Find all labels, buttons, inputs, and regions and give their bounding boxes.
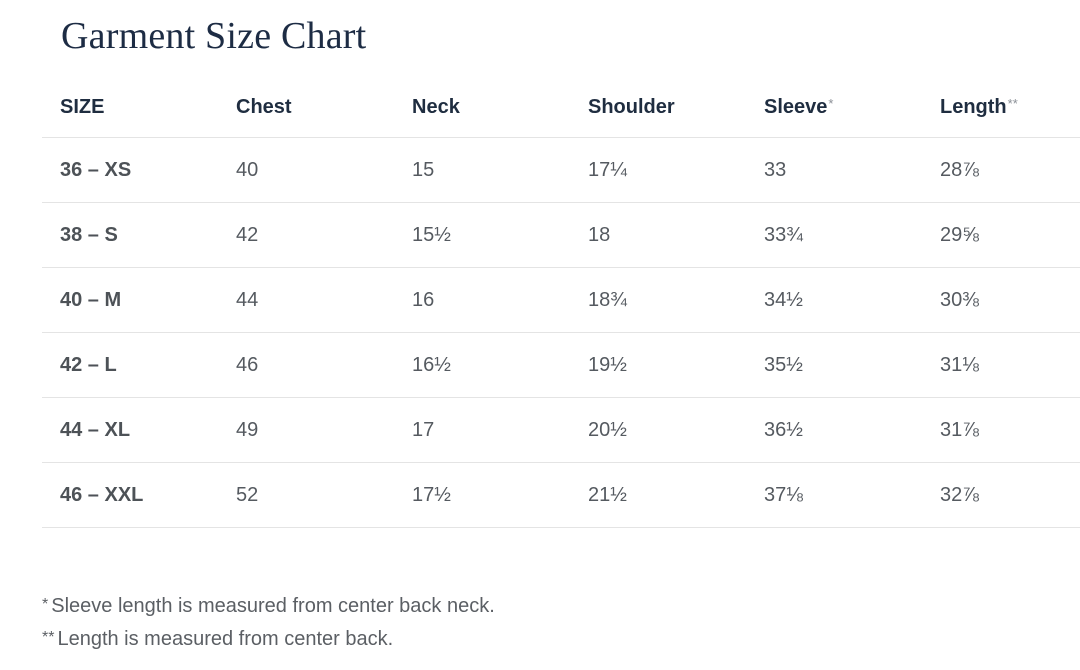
length-cell: 32⅞ — [922, 462, 1080, 528]
neck-cell: 16 — [394, 267, 570, 333]
shoulder-cell: 20½ — [570, 397, 746, 463]
length-cell: 31⅛ — [922, 332, 1080, 398]
sleeve-cell: 33 — [746, 137, 922, 203]
table-row: 46 – XXL 52 17½ 21½ 37⅛ 32⅞ — [42, 462, 1080, 528]
length-cell: 28⅞ — [922, 137, 1080, 203]
shoulder-cell: 21½ — [570, 462, 746, 528]
table-row: 40 – M 44 16 18¾ 34½ 30⅜ — [42, 267, 1080, 333]
footnote-text: Length is measured from center back. — [57, 628, 394, 650]
chest-cell: 42 — [218, 202, 394, 268]
size-cell: 46 – XXL — [42, 462, 218, 528]
chest-cell: 52 — [218, 462, 394, 528]
header-shoulder: Shoulder — [570, 78, 746, 138]
footnote-text: Sleeve length is measured from center ba… — [51, 595, 495, 617]
length-cell: 30⅜ — [922, 267, 1080, 333]
size-cell: 40 – M — [42, 267, 218, 333]
chest-cell: 46 — [218, 332, 394, 398]
size-cell: 44 – XL — [42, 397, 218, 463]
chest-cell: 40 — [218, 137, 394, 203]
length-cell: 29⅝ — [922, 202, 1080, 268]
length-cell: 31⅞ — [922, 397, 1080, 463]
table-header-row: SIZE Chest Neck Shoulder Sleeve* Length*… — [42, 78, 1080, 138]
shoulder-cell: 18 — [570, 202, 746, 268]
footnote-mark: * — [42, 596, 49, 613]
size-table: SIZE Chest Neck Shoulder Sleeve* Length*… — [42, 78, 1080, 528]
neck-cell: 16½ — [394, 332, 570, 398]
sleeve-cell: 35½ — [746, 332, 922, 398]
header-chest: Chest — [218, 78, 394, 138]
footnote-mark: ** — [42, 629, 55, 646]
sleeve-cell: 37⅛ — [746, 462, 922, 528]
neck-cell: 15 — [394, 137, 570, 203]
table-row: 36 – XS 40 15 17¼ 33 28⅞ — [42, 137, 1080, 203]
footnote-sleeve: * Sleeve length is measured from center b… — [42, 589, 495, 622]
shoulder-cell: 18¾ — [570, 267, 746, 333]
chest-cell: 44 — [218, 267, 394, 333]
neck-cell: 17 — [394, 397, 570, 463]
table-row: 44 – XL 49 17 20½ 36½ 31⅞ — [42, 397, 1080, 463]
header-neck: Neck — [394, 78, 570, 138]
neck-cell: 15½ — [394, 202, 570, 268]
size-cell: 38 – S — [42, 202, 218, 268]
header-size: SIZE — [42, 78, 218, 138]
size-cell: 36 – XS — [42, 137, 218, 203]
sleeve-cell: 34½ — [746, 267, 922, 333]
footnote-length: ** Length is measured from center back. — [42, 622, 495, 655]
chest-cell: 49 — [218, 397, 394, 463]
header-sleeve: Sleeve* — [746, 78, 922, 138]
shoulder-cell: 17¼ — [570, 137, 746, 203]
neck-cell: 17½ — [394, 462, 570, 528]
table-row: 42 – L 46 16½ 19½ 35½ 31⅛ — [42, 332, 1080, 398]
sleeve-cell: 36½ — [746, 397, 922, 463]
table-row: 38 – S 42 15½ 18 33¾ 29⅝ — [42, 202, 1080, 268]
sleeve-cell: 33¾ — [746, 202, 922, 268]
footnotes: * Sleeve length is measured from center b… — [42, 589, 495, 655]
header-length: Length** — [922, 78, 1080, 138]
size-cell: 42 – L — [42, 332, 218, 398]
page-title: Garment Size Chart — [61, 15, 367, 57]
shoulder-cell: 19½ — [570, 332, 746, 398]
